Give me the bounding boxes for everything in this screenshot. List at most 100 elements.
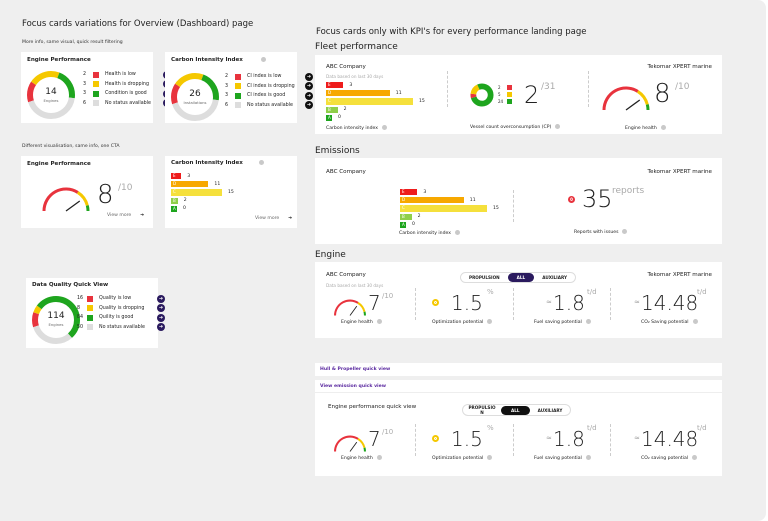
filter-arrow-button[interactable]: ➜ — [305, 72, 313, 81]
donut-segment — [171, 73, 219, 121]
info-icon[interactable] — [376, 319, 382, 324]
legend-count: 3 — [83, 81, 87, 87]
legend-label: Quality is dropping — [99, 305, 145, 311]
donut-unit: Installations — [183, 100, 207, 105]
filter-arrow-button[interactable]: ➜ — [305, 101, 313, 110]
ci-bar-A: A — [326, 114, 332, 121]
info-icon[interactable] — [376, 455, 382, 460]
divider — [588, 71, 589, 107]
hull-propeller-link[interactable]: Hull & Propeller quick view — [320, 367, 391, 372]
tab-auxiliary[interactable]: AUXILIARY — [542, 275, 568, 280]
ci-bar-value: 2 — [183, 198, 187, 204]
ci-bar-value: 11 — [214, 181, 221, 187]
filter-arrow-button[interactable]: ➜ — [305, 91, 313, 100]
data-quality-card: Data Quality Quick View 114 Engines 16 Qu… — [26, 278, 165, 348]
engine-performance-gauge-card: Engine Performance 8 /10 View more ➔ — [21, 156, 153, 228]
optimization-label: Optimization potential — [432, 319, 493, 325]
label-text: Optimization potential — [432, 456, 484, 461]
section-engine: Engine — [315, 250, 346, 260]
tab-all[interactable]: ALL — [507, 273, 535, 282]
ci-bar-value: 3 — [423, 189, 427, 195]
ci-bar-D: D — [400, 197, 464, 204]
section-emissions: Emissions — [315, 146, 360, 156]
company-name: ABC Company — [326, 169, 366, 175]
legend-item: 24 — [498, 98, 518, 105]
ci-legend: 2 CI index is low ➜ 3 CI index is dropping ➜ 3… — [225, 72, 313, 110]
emissions-ci-bars: E 3 D 11 C 15 B 2 A 0 — [400, 188, 499, 229]
info-icon[interactable] — [258, 160, 264, 165]
ci-bar-row: D 11 — [171, 180, 234, 188]
optimization-value: 1.5 — [451, 291, 483, 315]
donut-total: 14 — [45, 87, 57, 97]
info-icon[interactable] — [381, 125, 387, 130]
legend-item: 6No status available➜ — [83, 99, 171, 109]
divider — [415, 424, 416, 456]
ci-bar-B: B — [400, 213, 412, 220]
optimization-status-icon — [432, 299, 439, 306]
legend-label: Health is dropping — [105, 81, 149, 87]
tab-auxiliary[interactable]: AUXILIARY — [537, 407, 563, 413]
label-text: Engine health — [341, 320, 373, 325]
engine-health-value: 7 — [368, 427, 381, 451]
vessel-label: Vessel count overconsumption (CP) — [470, 124, 561, 130]
info-icon[interactable] — [260, 57, 266, 62]
view-more-text: View more — [107, 213, 132, 218]
label-text: Fuel saving potential — [534, 456, 582, 461]
legend-item: 50 No status available ➜ — [77, 323, 165, 333]
tab-all[interactable]: ALL — [501, 405, 530, 415]
info-icon[interactable] — [585, 319, 591, 324]
legend-count: 3 — [225, 83, 229, 89]
reports-value: 35 — [582, 185, 613, 213]
approx-icon: ≈ — [546, 434, 552, 442]
view-more-link[interactable]: View more ➔ — [107, 213, 144, 218]
filter-arrow-button[interactable]: ➜ — [157, 313, 165, 322]
info-icon[interactable] — [692, 455, 698, 460]
ci-bar-value: 11 — [469, 197, 476, 203]
legend-label: Health is low — [105, 72, 136, 78]
gauge-value: 8 — [97, 180, 114, 210]
info-icon[interactable] — [487, 455, 493, 460]
info-icon[interactable] — [622, 229, 628, 234]
legend-item: 3 CI index is dropping ➜ — [225, 82, 313, 92]
engine-health-label: Engine health — [341, 319, 382, 325]
legend-swatch — [93, 81, 99, 88]
divider — [610, 424, 611, 456]
vessel-legend: 2 5 24 — [498, 84, 518, 105]
co2-saving-value: 14.48 — [641, 291, 699, 315]
divider — [513, 424, 514, 456]
legend-count: 6 — [225, 102, 229, 108]
info-icon[interactable] — [454, 230, 460, 235]
info-icon[interactable] — [660, 125, 666, 130]
tab-propulsion[interactable]: PROPULSIO N — [468, 405, 496, 415]
donut-segment — [470, 83, 494, 107]
filter-arrow-button[interactable]: ➜ — [157, 323, 165, 332]
legend-count: 8 — [77, 305, 81, 311]
tab-propulsion[interactable]: PROPULSION — [469, 275, 500, 280]
fuel-saving-value: 1.8 — [553, 427, 585, 451]
engine-type-toggle: PROPULSION ALL AUXILIARY — [460, 272, 577, 283]
engine-donut-chart — [27, 71, 75, 119]
view-more-link[interactable]: View more ➔ — [255, 216, 292, 221]
filter-arrow-button[interactable]: ➜ — [305, 82, 313, 91]
view-emission-link[interactable]: View emission quick view — [320, 384, 386, 389]
legend-swatch — [507, 92, 512, 97]
info-icon[interactable] — [585, 455, 591, 460]
legend-swatch — [87, 314, 93, 321]
filter-arrow-button[interactable]: ➜ — [157, 304, 165, 313]
info-icon[interactable] — [555, 124, 561, 129]
issues-badge: 0 — [568, 196, 575, 203]
ci-bar-row: D 11 — [326, 89, 425, 97]
gauge-arc — [602, 86, 639, 111]
info-icon[interactable] — [487, 319, 493, 324]
view-more-text: View more — [255, 216, 280, 221]
ci-label-text: Carbon intensity index — [326, 126, 378, 131]
filter-arrow-button[interactable]: ➜ — [157, 294, 165, 303]
carbon-intensity-bars-card: Carbon Intensity Index E 3 D 11 C 15 B 2 A 0 View… — [165, 156, 297, 228]
gauge-arc — [357, 302, 366, 313]
legend-label: Quality is low — [99, 296, 132, 302]
legend-swatch — [507, 85, 512, 90]
info-icon[interactable] — [692, 319, 698, 324]
